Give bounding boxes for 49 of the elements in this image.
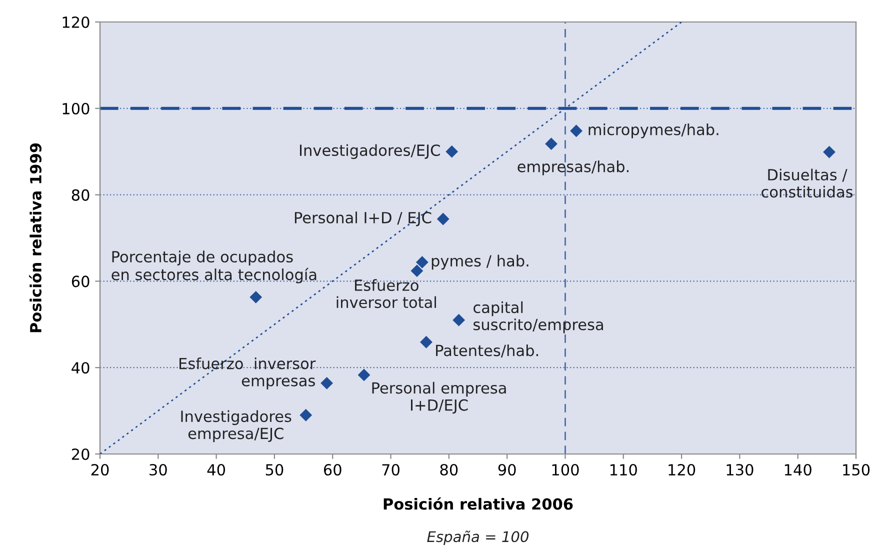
x-tick-label: 90 bbox=[498, 464, 516, 476]
x-tick-label: 40 bbox=[207, 464, 226, 476]
y-tick-label: 60 bbox=[72, 276, 90, 288]
annotation: capital suscrito/empresa bbox=[474, 301, 603, 334]
point bbox=[446, 145, 458, 158]
annotation: Investigadores/EJC bbox=[300, 144, 440, 159]
x-tick-label: 120 bbox=[668, 464, 696, 476]
point bbox=[320, 376, 334, 390]
x-tick-label: 100 bbox=[552, 464, 579, 476]
x-tick-label: 70 bbox=[382, 464, 400, 476]
y-tick-label: 80 bbox=[72, 189, 90, 201]
y-tick-label: 40 bbox=[72, 362, 90, 374]
y-tick-label: 20 bbox=[72, 448, 90, 460]
point bbox=[410, 264, 424, 278]
x-tick-label: 50 bbox=[266, 464, 284, 476]
x-tick-label: 60 bbox=[324, 464, 342, 476]
annotation: Esfuerzo inversor empresas bbox=[180, 357, 316, 390]
point bbox=[545, 138, 558, 150]
point bbox=[358, 368, 370, 382]
annotation: micropymes/hab. bbox=[588, 123, 718, 138]
point bbox=[823, 146, 836, 158]
x-tick-label: 30 bbox=[150, 464, 167, 476]
point bbox=[420, 336, 432, 348]
y-tick-label: 100 bbox=[62, 102, 90, 114]
point bbox=[250, 290, 262, 304]
annotation: Disueltas / constituidas bbox=[762, 168, 853, 198]
x-axis-title: Posición relativa 2006 bbox=[384, 497, 573, 510]
annotation: Personal I+D / EJC bbox=[294, 212, 432, 226]
x-tick-label: 80 bbox=[440, 464, 458, 476]
point bbox=[570, 124, 582, 138]
point bbox=[416, 256, 428, 268]
annotation: Personal empresa I+D/EJC bbox=[372, 382, 506, 414]
y-tick-label: 120 bbox=[62, 16, 90, 28]
point bbox=[452, 314, 466, 326]
annotation: Investigadores empresa/EJC bbox=[181, 410, 292, 442]
x-tick-label: 150 bbox=[843, 464, 870, 476]
point bbox=[436, 212, 450, 226]
x-tick-label: 20 bbox=[91, 464, 109, 476]
annotation: empresas/hab. bbox=[518, 160, 629, 176]
text: España = 100 bbox=[427, 530, 529, 545]
x-tick-label: 140 bbox=[784, 464, 812, 476]
x-tick-label: 110 bbox=[610, 464, 637, 476]
point bbox=[300, 408, 312, 422]
annotation: Patentes/hab. bbox=[436, 344, 538, 358]
x-tick-label: 130 bbox=[726, 464, 754, 476]
annotation: Porcentaje de ocupados en sectores alta tecnología bbox=[112, 250, 316, 284]
annotation: pymes / hab. bbox=[432, 254, 528, 270]
annotation: Esfuerzo inversor total bbox=[336, 279, 436, 308]
y-axis-title: Posición relativa 1999 bbox=[29, 143, 42, 332]
